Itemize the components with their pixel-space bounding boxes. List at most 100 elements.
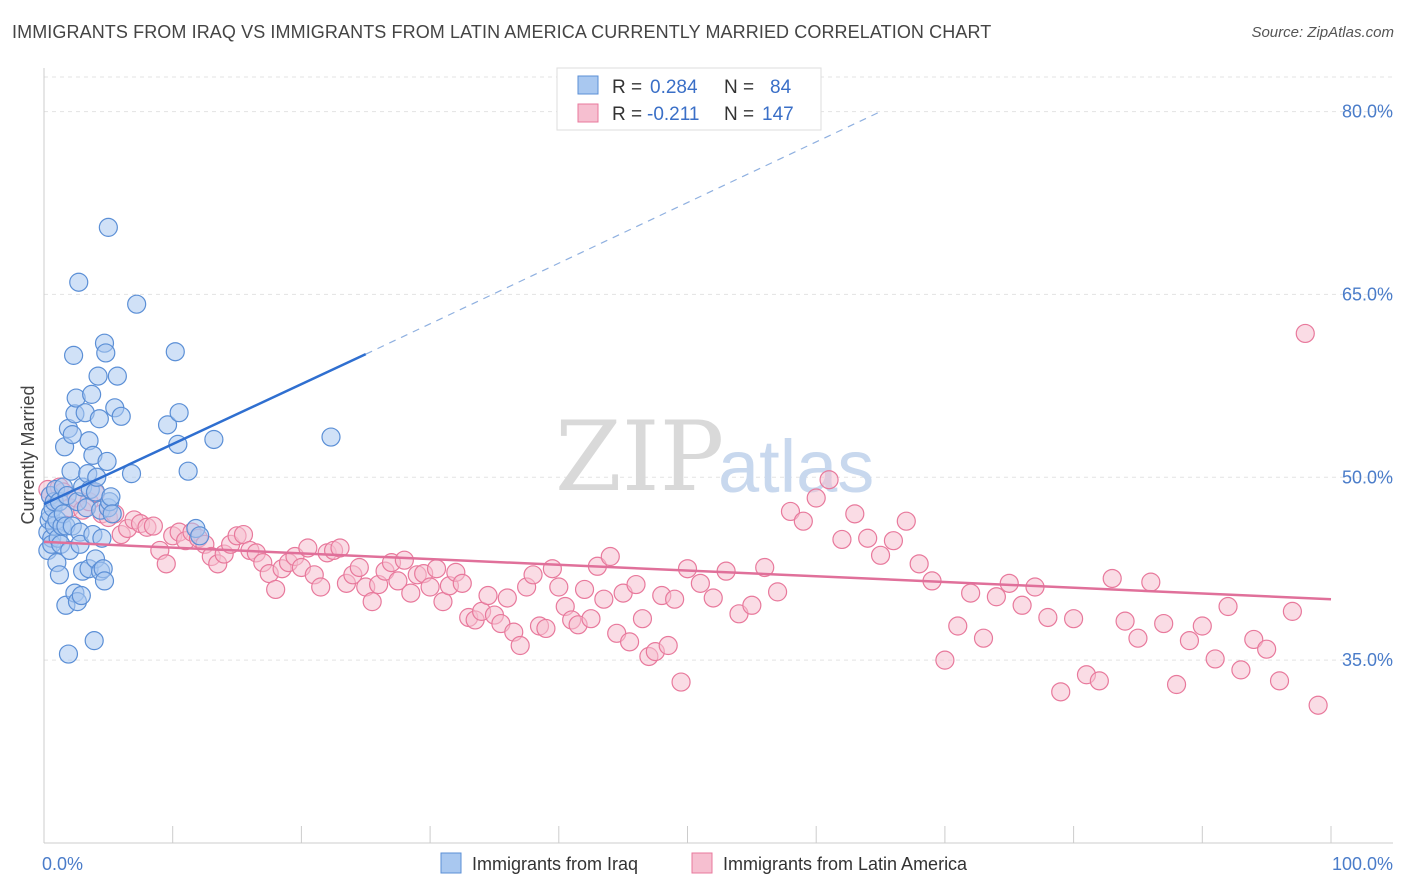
latam-point [143, 516, 163, 536]
chart-title: IMMIGRANTS FROM IRAQ VS IMMIGRANTS FROM … [12, 22, 992, 42]
latam-point [767, 582, 788, 602]
y-tick-label: 65.0% [1342, 284, 1393, 304]
iraq-point [58, 644, 79, 664]
series-legend: Immigrants from Iraq Immigrants from Lat… [440, 852, 968, 874]
iraq-point [61, 461, 81, 481]
latam-point [793, 511, 813, 531]
latam-point [909, 554, 929, 574]
iraq-point [71, 585, 91, 606]
y-tick-label: 80.0% [1342, 102, 1393, 122]
latam-point [1231, 660, 1251, 680]
latam-point [574, 579, 595, 600]
latam-point [1218, 596, 1238, 617]
iraq-point [62, 425, 82, 445]
iraq-point [321, 427, 341, 447]
bottom-legend-swatch-latam [691, 852, 713, 874]
latam-point [1051, 682, 1071, 702]
y-axis-label: Currently Married [18, 385, 38, 524]
iraq-point [94, 571, 115, 591]
latam-point [420, 577, 440, 597]
latam-point [1063, 609, 1084, 629]
legend-n-value-iraq: 84 [770, 77, 792, 98]
latam-point [549, 577, 569, 597]
latam-point [1269, 671, 1290, 691]
latam-point [870, 545, 891, 565]
latam-point [632, 609, 653, 629]
latam-point [1282, 601, 1302, 621]
latam-point [497, 588, 517, 608]
iraq-point [84, 631, 104, 651]
latam-point [973, 628, 994, 648]
latam-point [594, 589, 614, 609]
latam-point [510, 635, 530, 656]
iraq-point [102, 504, 122, 524]
latam-point [883, 531, 904, 551]
latam-point [1257, 639, 1277, 659]
iraq-point [111, 406, 131, 426]
latam-point [619, 632, 640, 652]
iraq-point [92, 528, 112, 548]
latam-point [703, 588, 723, 608]
axes-layer: 35.0% 50.0% 65.0% 80.0% [43, 68, 1393, 844]
iraq-point [49, 565, 70, 585]
latam-point [677, 559, 698, 579]
latam-point [690, 573, 710, 593]
legend-background [556, 67, 822, 131]
latam-point [755, 557, 775, 578]
latam-point [1089, 671, 1109, 691]
source-note: Source: ZipAtlas.com [1251, 24, 1394, 41]
latam-point [1192, 616, 1212, 636]
latam-point [388, 571, 408, 591]
legend-r-label-iraq: R = [612, 77, 642, 98]
trend-layer [43, 111, 1332, 601]
watermark-atlas: atlas [718, 425, 874, 508]
legend-n-label-latam: N = [724, 104, 754, 125]
latam-point [1128, 628, 1148, 648]
latam-point [536, 618, 556, 639]
legend-n-label-iraq: N = [724, 77, 754, 98]
iraq-point [178, 461, 198, 481]
bottom-legend-label-iraq: Immigrants from Iraq [472, 854, 638, 874]
latam-point [626, 574, 646, 595]
latam-point [426, 559, 447, 579]
latam-point [1205, 649, 1225, 669]
latam-point [1038, 607, 1058, 628]
latam-point [1295, 323, 1315, 344]
latam-point [1244, 629, 1264, 650]
iraq-point [88, 366, 108, 386]
latam-point [311, 577, 331, 597]
watermark-zip: ZIP [555, 401, 724, 513]
iraq-point [127, 294, 147, 314]
legend-r-label-latam: R = [612, 104, 642, 125]
legend-n-value-latam: 147 [762, 104, 794, 125]
legend-swatch-latam [577, 103, 599, 123]
latam-point [845, 504, 865, 524]
latam-point [1102, 568, 1122, 589]
watermark: ZIP atlas [555, 401, 874, 513]
iraq-point [69, 272, 89, 292]
latam-point [581, 609, 601, 629]
iraq-point [169, 403, 189, 423]
y-tick-label: 50.0% [1342, 467, 1393, 487]
latam-point [1115, 611, 1135, 631]
legend-r-value-iraq: 0.284 [650, 77, 698, 98]
latam-point [156, 554, 176, 574]
latam-point [1141, 572, 1161, 592]
iraq-point [165, 342, 185, 362]
latam-point [401, 583, 421, 603]
x-tick-label-max: 100.0% [1332, 854, 1393, 874]
latam-point [452, 573, 472, 593]
latam-point [542, 559, 562, 579]
latam-point [819, 470, 839, 490]
latam-point [780, 501, 801, 522]
latam-point [600, 546, 620, 567]
latam-point [349, 557, 369, 578]
latam-point [330, 538, 350, 558]
latam-point [896, 511, 916, 531]
latam-point [1308, 695, 1328, 715]
latam-trend-line [43, 540, 1332, 601]
latam-point [1179, 631, 1200, 651]
latam-point [1012, 595, 1032, 615]
latam-point [1166, 674, 1187, 695]
